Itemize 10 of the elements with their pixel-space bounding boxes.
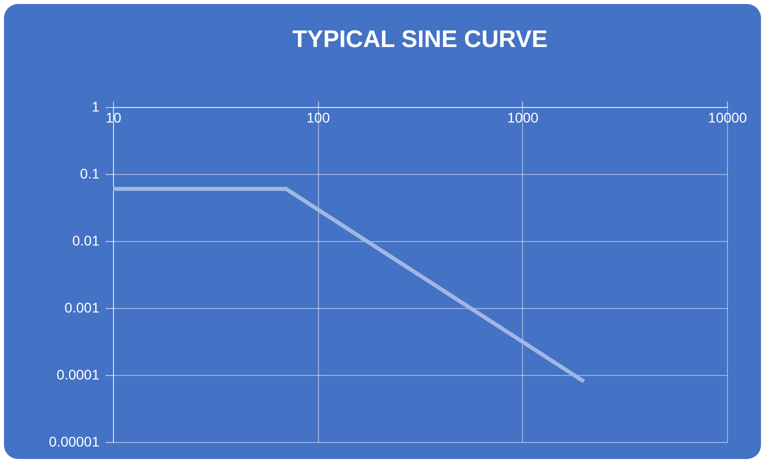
x-tick-label: 1000 (507, 110, 539, 126)
chart-title: TYPICAL SINE CURVE (292, 26, 548, 53)
x-tick-label: 100 (306, 110, 330, 126)
y-tick-label: 0.1 (80, 166, 100, 182)
y-tick-label: 1 (92, 98, 100, 114)
y-tick-label: 0.00001 (48, 434, 100, 450)
x-tick-label: 10000 (708, 110, 748, 126)
y-tick-label: 0.001 (64, 300, 100, 316)
y-tick-label: 0.0001 (56, 366, 100, 382)
y-tick-label: 0.01 (72, 232, 100, 248)
